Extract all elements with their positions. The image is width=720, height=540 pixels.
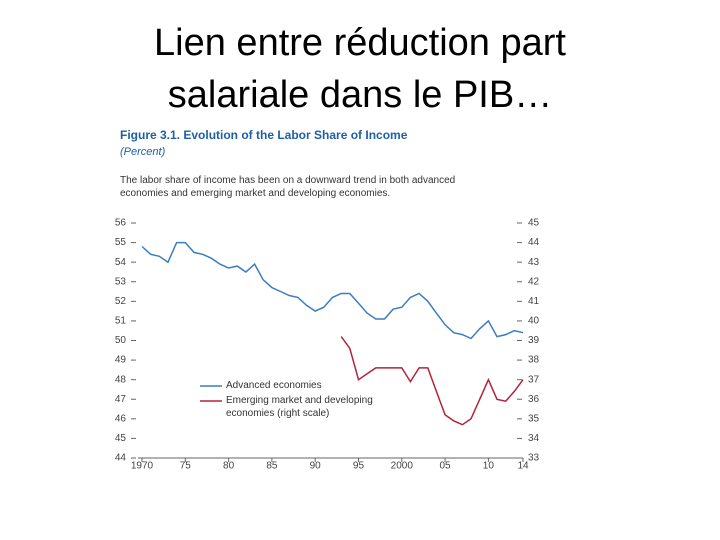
y2-tick-label: 35 <box>528 413 540 424</box>
y2-tick-label: 42 <box>528 276 540 287</box>
y-tick-label: 50 <box>115 335 127 346</box>
y2-tick-label: 40 <box>528 316 540 327</box>
y-tick-label: 49 <box>115 355 127 366</box>
y-tick-label: 53 <box>115 276 127 287</box>
legend-label: Emerging market and developing economies… <box>226 395 373 419</box>
y-tick-label: 54 <box>115 257 127 268</box>
x-tick-label: 75 <box>180 461 192 472</box>
x-tick-label: 1970 <box>131 461 154 472</box>
legend-label: Advanced economies <box>226 380 322 391</box>
slide-title: salariale dans le PIB… <box>168 74 552 116</box>
y2-tick-label: 41 <box>528 296 540 307</box>
y2-tick-label: 43 <box>528 257 540 268</box>
chart-title: Figure 3.1. Evolution of the Labor Share… <box>120 128 408 142</box>
x-tick-label: 10 <box>483 461 495 472</box>
x-tick-label: 05 <box>440 461 452 472</box>
chart-subtitle: (Percent) <box>120 146 166 158</box>
y-tick-label: 48 <box>115 374 127 385</box>
chart-note: The labor share of income has been on a … <box>120 175 456 199</box>
y-tick-label: 45 <box>115 433 127 444</box>
x-tick-label: 90 <box>310 461 322 472</box>
note-box: The labor share of income has been on a … <box>120 175 456 199</box>
slide-title: Lien entre réduction part <box>154 22 566 64</box>
y2-tick-label: 44 <box>528 237 540 248</box>
y-tick-label: 55 <box>115 237 127 248</box>
x-tick-label: 80 <box>223 461 235 472</box>
y2-tick-label: 38 <box>528 355 540 366</box>
series-line <box>141 241 524 340</box>
x-tick-label: 2000 <box>391 461 414 472</box>
legend-box: Advanced economies <box>226 380 322 391</box>
y2-tick-label: 39 <box>528 335 540 346</box>
y2-tick-label: 34 <box>528 433 540 444</box>
x-tick-label: 85 <box>266 461 278 472</box>
x-tick-label: 95 <box>353 461 365 472</box>
x-tick-label: 14 <box>517 461 529 472</box>
legend-box: Emerging market and developing economies… <box>226 395 373 419</box>
y-tick-label: 56 <box>115 218 127 229</box>
y-tick-label: 46 <box>115 413 127 424</box>
y2-tick-label: 37 <box>528 374 540 385</box>
y-tick-label: 47 <box>115 394 127 405</box>
y2-tick-label: 45 <box>528 218 540 229</box>
y-tick-label: 52 <box>115 296 127 307</box>
y-tick-label: 51 <box>115 316 127 327</box>
y2-tick-label: 36 <box>528 394 540 405</box>
y-tick-label: 44 <box>115 453 127 464</box>
y2-tick-label: 33 <box>528 453 540 464</box>
series-line <box>340 336 524 426</box>
